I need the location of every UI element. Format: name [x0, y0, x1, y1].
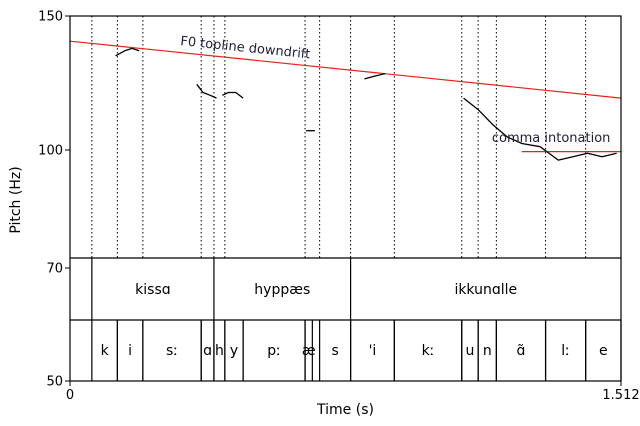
- segment-label: lː: [561, 343, 570, 359]
- segment-label: k: [101, 343, 110, 359]
- plot-frame: [69, 15, 622, 382]
- segment-label: s: [331, 343, 338, 359]
- segment-label: e: [599, 343, 608, 359]
- word-label: kissɑ: [135, 282, 170, 298]
- y-tick-label: 70: [46, 262, 63, 277]
- segment-label: pː: [267, 343, 281, 359]
- segment-label: ɑ: [203, 343, 212, 359]
- segment-label: kː: [422, 343, 435, 359]
- pitch-segment-4: [364, 72, 386, 80]
- topline-annotation: F0 topline downdrift: [180, 34, 311, 62]
- x-axis-label: Time (s): [316, 402, 374, 418]
- pitch-segment-5: [463, 97, 617, 161]
- segment-label: n: [483, 343, 492, 359]
- word-label: hyppæs: [254, 282, 310, 298]
- y-tick-label: 150: [38, 10, 63, 25]
- pitch-track: [115, 47, 617, 161]
- segment-label: sː: [166, 343, 178, 359]
- x-axis: 0 1.512: [66, 381, 640, 403]
- x-tick-label: 1.512: [602, 388, 639, 403]
- y-axis: 150 100 70 50: [38, 10, 70, 390]
- comma-annotation: comma intonation: [492, 131, 611, 146]
- segment-label: y: [230, 343, 238, 359]
- y-tick-label: 50: [46, 375, 63, 390]
- y-tick-label: 100: [38, 144, 63, 159]
- segment-label: 'i: [369, 343, 377, 359]
- pitch-segment-0: [115, 47, 140, 57]
- reference-lines: [69, 40, 622, 153]
- boundary-lines: [91, 16, 587, 258]
- annotation-tiers: kissɑ hyppæs ikkunɑlle k i sː ɑ h y pː æ s 'i kː u n ɑ̃ l…: [70, 257, 622, 381]
- y-axis-label: Pitch (Hz): [8, 166, 24, 233]
- segment-label: u: [466, 343, 475, 359]
- segment-label: h: [215, 343, 224, 359]
- reference-line-0: [69, 40, 622, 99]
- pitch-segment-1: [196, 83, 217, 99]
- segment-label: ɑ̃: [517, 343, 526, 359]
- pitch-segment-2: [222, 91, 244, 99]
- segment-label: æ: [302, 343, 316, 359]
- segment-label: i: [128, 343, 132, 359]
- x-tick-label: 0: [66, 388, 74, 403]
- word-label: ikkunɑlle: [454, 282, 517, 298]
